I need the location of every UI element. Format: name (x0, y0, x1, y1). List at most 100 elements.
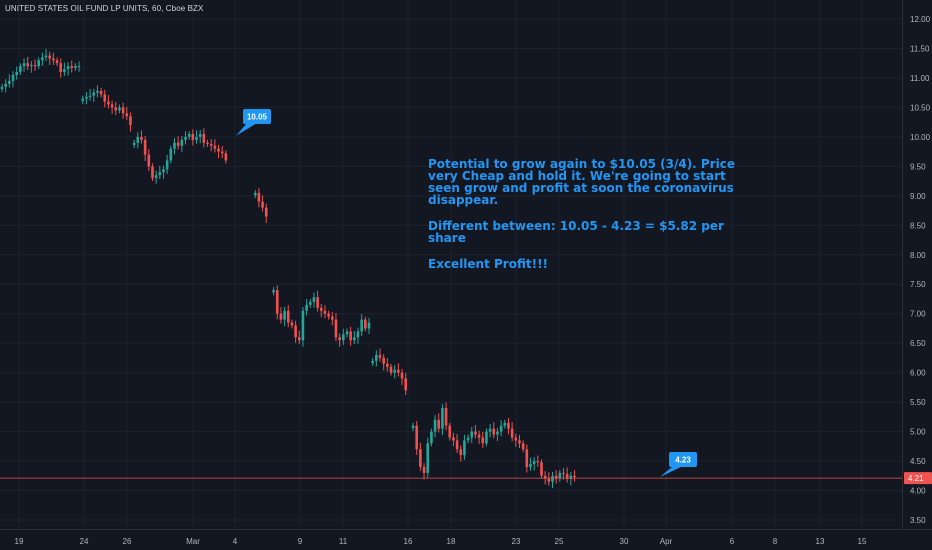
candle (389, 363, 393, 376)
candle (400, 368, 404, 386)
candle-body (165, 160, 169, 170)
callout-box (669, 452, 697, 467)
candle (444, 402, 448, 431)
candle-body (503, 422, 507, 426)
candle (496, 427, 499, 442)
candle (121, 102, 125, 119)
candle-body (8, 80, 11, 84)
candle (132, 139, 136, 149)
candle (543, 471, 547, 485)
candle (4, 79, 7, 93)
candle (364, 316, 367, 332)
candle (422, 463, 426, 480)
candle (393, 364, 396, 379)
note-line-3: Excellent Profit!!! (428, 257, 549, 271)
x-tick-label: 6 (730, 537, 735, 546)
candle (290, 319, 294, 329)
candle-body (191, 133, 195, 140)
candle (353, 330, 356, 345)
candle-body (525, 449, 529, 467)
candle-body (206, 142, 209, 144)
candle (529, 457, 532, 471)
candle (415, 420, 419, 455)
candle-body (547, 478, 551, 482)
candle-body (334, 319, 338, 338)
price-callout[interactable]: 4.23 (660, 452, 697, 477)
candle-body (66, 66, 70, 70)
candle-body (331, 316, 334, 320)
candle (474, 425, 477, 439)
candle (492, 422, 496, 439)
candle-body (63, 69, 66, 73)
candle-body (44, 55, 48, 58)
candle (275, 285, 279, 320)
candle-body (371, 360, 374, 364)
x-tick-label: 4 (233, 537, 238, 546)
candle (66, 62, 70, 76)
candle (165, 154, 169, 175)
candle-body (173, 142, 176, 149)
candle-body (430, 431, 433, 444)
symbol-title[interactable]: UNITED STATES OIL FUND LP UNITS, 60, Cbo… (5, 4, 204, 13)
candle-body (375, 354, 378, 361)
candle-body (518, 440, 521, 444)
candle (30, 61, 33, 73)
candle-body (400, 372, 404, 379)
note-line-2: Different between: 10.05 - 4.23 = $5.82 … (428, 219, 724, 245)
y-tick-label: 7.50 (910, 280, 926, 289)
candle (52, 52, 55, 65)
x-tick-label: 8 (773, 537, 778, 546)
callout-pointer (660, 466, 683, 477)
candle (386, 358, 389, 372)
candle-body (121, 107, 125, 114)
candle (308, 298, 312, 308)
candle-body (529, 464, 532, 467)
price-axis[interactable]: 12.00 11.50 11.00 10.50 10.00 9.50 9.00 8.50 8.0… (910, 15, 931, 525)
candle-body (474, 431, 477, 435)
candle (33, 59, 37, 71)
candle-body (543, 475, 547, 479)
candle-body (202, 133, 206, 143)
x-tick-label: 16 (404, 537, 413, 546)
candle-body (22, 63, 26, 67)
candle (209, 139, 213, 152)
candle-body (187, 133, 191, 137)
price-callout[interactable]: 10.05 (236, 109, 271, 136)
candle (532, 457, 536, 471)
candle (565, 467, 569, 483)
candle-body (147, 154, 151, 167)
candle (191, 129, 195, 146)
candle (224, 150, 228, 164)
x-tick-label: 19 (15, 537, 24, 546)
candle (173, 138, 176, 155)
candle (286, 305, 290, 328)
y-tick-label: 4.00 (910, 487, 926, 496)
candle-body (323, 310, 327, 314)
candle (455, 433, 459, 454)
candle (279, 307, 283, 324)
candle (110, 100, 114, 114)
candle-body (30, 64, 33, 67)
candle-body (312, 297, 316, 302)
annotation-note[interactable]: Potential to grow again to $10.05 (3/4).… (428, 158, 748, 284)
candle (107, 95, 110, 109)
candle-body (176, 142, 180, 146)
candle (481, 431, 485, 449)
candle-body (422, 466, 426, 473)
candle (319, 303, 323, 318)
candle-body (77, 66, 81, 68)
candle (26, 56, 29, 70)
candle-body (364, 319, 367, 329)
candle-body (110, 104, 114, 108)
candle-body (286, 310, 290, 323)
candle-body (532, 461, 536, 465)
candle (477, 430, 481, 444)
candle (0, 83, 4, 93)
candle-body (118, 107, 121, 111)
time-axis[interactable]: 19 24 26 Mar 4 9 11 16 18 23 25 30 Apr 6 8 13 15 (15, 537, 867, 546)
candle-body (0, 86, 4, 90)
candle (448, 422, 452, 441)
candle-body (488, 428, 492, 432)
candle (8, 74, 11, 88)
